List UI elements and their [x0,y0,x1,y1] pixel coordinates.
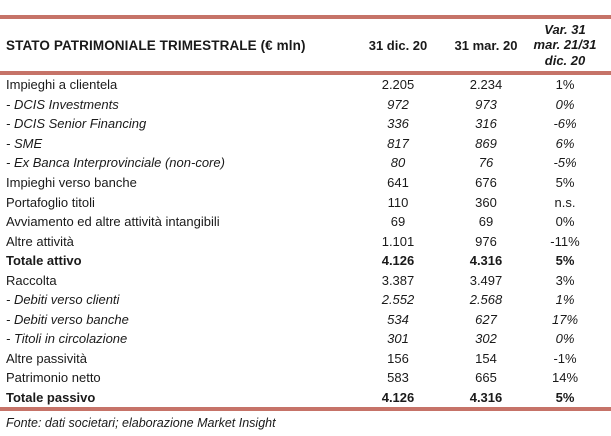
row-label: - Titoli in circolazione [6,331,128,347]
value-dic20: 972 [387,96,409,112]
table-row: Altre passività 156 154 -1% [0,349,611,369]
value-dic20: 301 [387,331,409,347]
table-row-total-attivo: Totale attivo 4.126 4.316 5% [0,251,611,271]
top-rule-divider [0,15,611,19]
value-dic20: 4.126 [381,390,415,406]
value-mar20: 627 [475,311,497,327]
value-mar20: 360 [475,194,497,210]
row-label: - Debiti verso clienti [6,292,120,308]
value-mar20: 302 [475,331,497,347]
row-label: - SME [6,135,43,151]
row-label: - DCIS Senior Financing [6,116,147,132]
value-var: -5% [553,155,577,171]
value-var: 0% [555,331,575,347]
table-row: Altre attività 1.101 976 -11% [0,231,611,251]
value-mar20: 665 [475,370,497,386]
value-mar20: 316 [475,116,497,132]
row-label: Patrimonio netto [6,370,101,386]
table-row: - Ex Banca Interprovinciale (non-core) 8… [0,153,611,173]
value-mar20: 2.234 [469,77,503,93]
row-label: Portafoglio titoli [6,194,95,210]
value-var: 5% [555,390,575,406]
value-var: 14% [551,370,579,386]
value-var: 0% [555,96,575,112]
col-header-var-line1: Var. 31 [544,21,586,37]
col-header-mar20: 31 mar. 20 [454,37,518,53]
row-label: Totale passivo [6,390,96,406]
col-header-var-line2: mar. 21/31 [533,37,597,53]
value-mar20: 2.568 [469,292,503,308]
row-label: Raccolta [6,272,57,288]
value-dic20: 4.126 [381,253,415,269]
row-label: Totale attivo [6,253,82,269]
value-var: 3% [555,272,575,288]
value-dic20: 2.552 [381,292,415,308]
table-row: Impieghi a clientela 2.205 2.234 1% [0,75,611,95]
value-var: 1% [555,77,575,93]
value-var: 5% [555,175,575,190]
value-mar20: 869 [475,135,497,151]
row-label: - Ex Banca Interprovinciale (non-core) [6,155,225,171]
value-dic20: 80 [390,155,406,171]
value-dic20: 336 [387,116,409,132]
value-mar20: 69 [478,214,494,230]
col-header-var-line3: dic. 20 [544,52,586,68]
value-var: 17% [551,311,579,327]
table-row: Portafoglio titoli 110 360 n.s. [0,192,611,212]
table-row: - SME 817 869 6% [0,134,611,154]
table-header: STATO PATRIMONIALE TRIMESTRALE (€ mln) 3… [0,19,611,71]
header-rule-divider [0,71,611,75]
value-dic20: 156 [387,350,409,366]
table-row: Raccolta 3.387 3.497 3% [0,270,611,290]
value-dic20: 3.387 [381,272,415,288]
col-header-dic20: 31 dic. 20 [368,37,428,53]
value-mar20: 976 [475,233,497,249]
value-mar20: 4.316 [469,253,503,269]
value-dic20: 583 [387,370,409,386]
value-dic20: 641 [387,175,409,190]
value-dic20: 817 [387,135,409,151]
value-mar20: 4.316 [469,390,503,406]
value-dic20: 2.205 [381,77,415,93]
row-label: Avviamento ed altre attività intangibili [6,214,220,230]
value-var: 1% [555,292,575,308]
row-label: Impieghi a clientela [6,77,118,93]
row-label: - Debiti verso banche [6,311,129,327]
source-note: Fonte: dati societari; elaborazione Mark… [6,416,276,431]
table-title: STATO PATRIMONIALE TRIMESTRALE (€ mln) [6,37,306,53]
value-var: 0% [555,214,575,230]
value-mar20: 3.497 [469,272,503,288]
value-mar20: 973 [475,96,497,112]
value-dic20: 534 [387,311,409,327]
table-row: Patrimonio netto 583 665 14% [0,368,611,388]
row-label: Altre attività [6,233,74,249]
value-var: n.s. [554,194,576,210]
col-header-var: Var. 31 mar. 21/31 dic. 20 [519,22,611,69]
table-body: Impieghi a clientela 2.205 2.234 1% - DC… [0,75,611,407]
table-row: - DCIS Investments 972 973 0% [0,95,611,115]
table-row: Avviamento ed altre attività intangibili… [0,212,611,232]
row-label: Altre passività [6,350,87,366]
table-row-total-passivo: Totale passivo 4.126 4.316 5% [0,388,611,408]
value-var: -1% [553,350,577,366]
value-mar20: 76 [478,155,494,171]
value-dic20: 110 [387,194,409,210]
value-var: 6% [555,135,575,151]
value-mar20: 676 [475,175,497,190]
value-var: -11% [550,233,580,249]
row-label: Impieghi verso banche [6,175,137,190]
value-var: 5% [555,253,575,269]
table-row: Impieghi verso banche 641 676 5% [0,173,611,193]
table-row: - Debiti verso banche 534 627 17% [0,310,611,330]
table-row: - DCIS Senior Financing 336 316 -6% [0,114,611,134]
value-var: -6% [553,116,577,132]
table-row: - Debiti verso clienti 2.552 2.568 1% [0,290,611,310]
value-mar20: 154 [475,350,497,366]
row-label: - DCIS Investments [6,96,119,112]
value-dic20: 69 [390,214,406,230]
table-row: - Titoli in circolazione 301 302 0% [0,329,611,349]
bottom-rule-divider [0,407,611,412]
value-dic20: 1.101 [381,233,415,249]
